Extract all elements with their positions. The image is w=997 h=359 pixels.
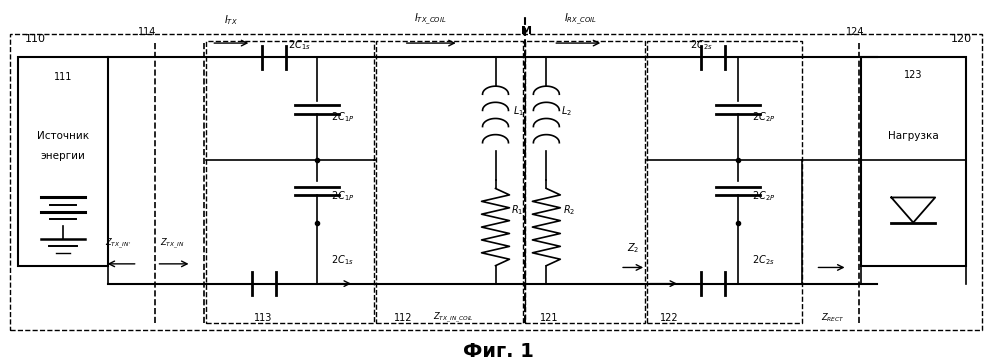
Text: $2C_{2P}$: $2C_{2P}$ [752,189,775,202]
Text: $2C_{1s}$: $2C_{1s}$ [331,253,354,267]
Text: $Z_2$: $Z_2$ [627,241,639,255]
Text: Нагрузка: Нагрузка [888,131,938,141]
Text: $I_{TX}$: $I_{TX}$ [224,13,238,27]
Text: $I_{TX\_COIL}$: $I_{TX\_COIL}$ [415,12,447,27]
Bar [376,41,523,323]
Text: 124: 124 [846,27,864,37]
Text: 113: 113 [254,313,272,323]
Text: Фиг. 1: Фиг. 1 [463,342,534,359]
Text: $2C_{2s}$: $2C_{2s}$ [752,253,775,267]
Text: $Z_{TX\_IN\_COIL}$: $Z_{TX\_IN\_COIL}$ [434,311,474,325]
Bar [861,57,966,266]
Text: $2C_{1P}$: $2C_{1P}$ [331,189,354,202]
Bar [647,41,802,323]
Bar [18,57,108,266]
Text: $L_1$: $L_1$ [513,104,524,118]
Bar [10,34,982,330]
Text: 112: 112 [394,313,413,323]
Bar [206,41,374,323]
Text: $2C_{2s}$: $2C_{2s}$ [690,38,712,52]
Text: 111: 111 [54,72,72,82]
Bar [525,41,645,323]
Text: $Z_{TX\_IN'}$: $Z_{TX\_IN'}$ [105,237,131,251]
Text: Источник: Источник [37,131,89,141]
Text: $Z_{TX\_IN}$: $Z_{TX\_IN}$ [161,237,184,251]
Text: $I_{RX\_COIL}$: $I_{RX\_COIL}$ [563,12,597,27]
Text: $2C_{1s}$: $2C_{1s}$ [288,38,310,52]
Text: $R_1$: $R_1$ [511,203,523,217]
Text: энергии: энергии [40,151,86,161]
Text: $L_2$: $L_2$ [561,104,572,118]
Text: 110: 110 [25,34,46,45]
Text: 114: 114 [139,27,157,37]
Text: $2C_{1P}$: $2C_{1P}$ [331,110,354,123]
Text: 120: 120 [951,34,972,45]
Text: $Z_{RECT}$: $Z_{RECT}$ [821,312,844,324]
Text: 122: 122 [660,313,679,323]
Text: $R_2$: $R_2$ [563,203,575,217]
Text: 121: 121 [540,313,559,323]
Text: $2C_{2P}$: $2C_{2P}$ [752,110,775,123]
Text: 123: 123 [904,70,922,80]
Text: M: M [520,25,532,36]
